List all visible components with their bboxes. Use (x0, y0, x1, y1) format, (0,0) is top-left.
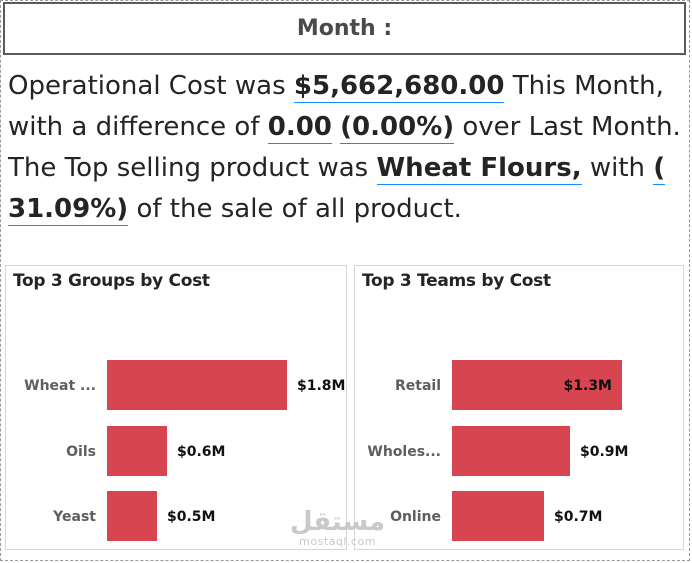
month-title: Month : (296, 16, 393, 41)
smart-narrative: Operational Cost was $5,662,680.00 This … (8, 66, 686, 230)
data-label-retail: $1.3M (564, 378, 612, 394)
category-label-yeast: Yeast (52, 509, 96, 525)
watermark-arabic: مستقل (290, 507, 386, 537)
data-label-yeast: $0.5M (167, 509, 215, 525)
teams-chart-card[interactable]: Top 3 Teams by Cost Retail $1.3M Wholes...… (354, 265, 684, 550)
data-label-oils: $0.6M (177, 444, 225, 460)
bar-wheat[interactable] (107, 360, 287, 410)
top-product-value: Wheat Flours, (376, 153, 582, 185)
operational-cost-value: $5,662,680.00 (293, 71, 505, 103)
watermark-latin: mostaql.com (299, 535, 376, 548)
difference-value: 0.00 (267, 112, 332, 144)
data-label-wholes: $0.9M (580, 444, 628, 460)
month-slicer-header[interactable]: Month : (3, 2, 686, 55)
category-label-wholes: Wholes... (367, 444, 441, 460)
category-label-wheat: Wheat ... (24, 378, 96, 394)
teams-bar-chart: Retail $1.3M Wholes... $0.9M Online $0.7M (367, 360, 628, 541)
data-label-online: $0.7M (554, 509, 602, 525)
difference-percent-value: (0.00%) (340, 112, 455, 144)
narrative-text-5: with (581, 153, 654, 183)
bar-retail[interactable] (452, 360, 622, 410)
bar-wholes[interactable] (452, 426, 570, 476)
top-product-share-value: ( 31.09%) (8, 153, 666, 226)
category-label-retail: Retail (395, 378, 441, 394)
category-label-online: Online (390, 509, 441, 525)
narrative-text-6: of the sale of all product. (128, 194, 462, 224)
teams-chart-title: Top 3 Teams by Cost (362, 271, 551, 291)
narrative-text-1: Operational Cost was (8, 71, 294, 101)
groups-chart-title: Top 3 Groups by Cost (13, 271, 210, 291)
narrative-text-2: This Month, with a difference of (8, 71, 664, 142)
bar-oils[interactable] (107, 426, 167, 476)
narrative-text-3 (332, 112, 340, 142)
narrative-text-4: over Last Month. The Top selling product… (8, 112, 681, 183)
category-label-oils: Oils (66, 444, 96, 460)
mostaql-watermark: مستقل mostaql.com (290, 508, 385, 548)
data-label-wheat: $1.8M (297, 378, 345, 394)
groups-chart-card[interactable]: Top 3 Groups by Cost Wheat ... $1.8M Oils $… (5, 265, 347, 550)
groups-bar-chart: Wheat ... $1.8M Oils $0.6M Yeast $0.5M (24, 360, 345, 541)
bar-online[interactable] (452, 491, 544, 541)
bar-yeast[interactable] (107, 491, 157, 541)
